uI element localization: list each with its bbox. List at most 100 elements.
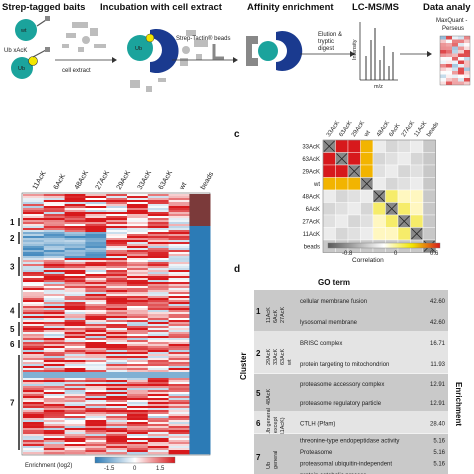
corr-row-label: 33AcK: [302, 144, 320, 150]
maxquant-label: MaxQuant -: [436, 18, 467, 24]
cluster-labels: 1 2 3 4 5 6 7: [10, 218, 20, 450]
go-cluster-id: 1: [256, 307, 261, 316]
heatmap-column-label: beads: [200, 171, 216, 191]
heatmap-column-label: 33AcK: [137, 169, 154, 191]
go-term-name: proteasomal ubiquitin-independent: [300, 461, 392, 467]
cluster-label: 4: [10, 307, 15, 316]
step-title-5: Data analy: [423, 2, 471, 13]
go-term-name: BRISC complex: [300, 341, 342, 347]
digest-label: digest: [318, 46, 334, 52]
ub-label: Ub: [18, 66, 25, 72]
corr-row-label: wt: [313, 182, 320, 188]
heatmap-column-label: 63AcK: [158, 169, 175, 191]
go-term-enrichment: 5.16: [433, 450, 445, 456]
corr-col-label: wt: [363, 130, 372, 139]
ub-ack-icon: [11, 57, 33, 79]
heatmap-column-label: 11AcK: [32, 170, 48, 191]
go-bait-label: 63AcK: [280, 348, 286, 365]
go-bait-label: 11AcK: [266, 307, 272, 323]
cluster-label: 7: [10, 399, 15, 408]
corr-row-label: 27AcK: [302, 219, 320, 225]
cluster-label: 2: [10, 234, 15, 243]
strep-tactin-label: Strep-Tactin® beads: [176, 35, 230, 42]
heatmap-column-label: 27AcK: [95, 169, 112, 191]
go-term-enrichment: 12.91: [430, 382, 446, 388]
step-title-3: Affinity enrichment: [247, 2, 334, 13]
go-enrichment-table: 1 11AcK 6AcK 27AcK cellular membrane fusion 4…: [254, 290, 448, 474]
go-bait-label: 6AcK: [273, 310, 279, 323]
corr-row-label: 29AcK: [302, 169, 320, 175]
corr-tick-min: -0.8: [342, 251, 353, 257]
go-term-header: GO term: [318, 278, 350, 287]
cluster-label: 3: [10, 263, 15, 272]
cluster-label: 1: [10, 218, 15, 227]
ub-wt-icon: [15, 19, 37, 41]
acetyl-lysine-icon: [28, 56, 38, 66]
cell-extract-label: cell extract: [62, 68, 91, 74]
go-term-enrichment: 11.93: [430, 362, 445, 368]
go-term-name: proteasome regulatory particle: [300, 401, 382, 407]
workflow: Strep-tagged baits Incubation with cell …: [2, 2, 471, 92]
go-term-enrichment: 12.91: [430, 401, 446, 407]
go-bait-label: Ub: [266, 462, 272, 469]
heatmap-column-label: 6AcK: [53, 173, 68, 191]
go-bait-label: wt: [287, 359, 293, 366]
go-cluster-id: 5: [256, 389, 261, 398]
legend-tick-max: 1.5: [156, 466, 165, 472]
corr-row-label: beads: [304, 244, 320, 250]
go-row: [254, 374, 448, 412]
heatmap-column-label: 29AcK: [116, 169, 133, 191]
go-term-name: protein targeting to mitochondrion: [300, 362, 389, 368]
corr-row-label: 6AcK: [306, 207, 320, 213]
elution-label: Elution &: [318, 32, 342, 38]
legend-title: Enrichment (log2): [25, 463, 72, 469]
ub-xack-label: Ub xAcK: [4, 48, 27, 54]
go-term-enrichment: 5.16: [433, 461, 445, 467]
cluster-label: 5: [10, 325, 15, 334]
wt-label: wt: [20, 28, 27, 34]
go-row: [254, 434, 448, 474]
strep-tag-icon: [45, 16, 50, 21]
go-term-name: cellular membrane fusion: [300, 299, 367, 305]
mz-label: m/z: [374, 84, 383, 90]
go-row: [254, 332, 448, 374]
go-bait-label: 48AcK: [266, 388, 272, 405]
corr-row-label: 48AcK: [302, 194, 320, 200]
go-bait-label: 33AcK: [273, 348, 279, 365]
go-cluster-id: 6: [256, 419, 261, 428]
bead-icon: [246, 36, 258, 66]
go-term-name: threonine-type endopeptidase activity: [300, 438, 399, 444]
go-bait-label: general: [273, 451, 279, 469]
perseus-label: Perseus: [442, 26, 464, 32]
panel-d-label: d: [234, 264, 240, 275]
go-term-name: CTLH (Pfam): [300, 422, 335, 428]
correlation-matrix: 33AcK33AcK63AcK63AcK29AcK29AcKwtwt48AcK4…: [302, 120, 440, 253]
panel-c-label: c: [234, 129, 240, 140]
go-row: [254, 412, 448, 434]
go-term-enrichment: 16.71: [430, 341, 446, 347]
heatmap-column-labels: 11AcK 6AcK 48AcK 27AcK 29AcK 33AcK 63AcK wt bead…: [32, 169, 216, 192]
analysis-heatmap-icon: [439, 35, 471, 86]
go-term-name: lysosomal membrane: [300, 320, 358, 326]
corr-col-label: 6AcK: [388, 123, 401, 138]
ms-spectrum: Intensity m/z: [352, 22, 398, 90]
enrichment-heatmap: [23, 194, 211, 455]
interactor-icon: [150, 29, 179, 74]
step-title-4: LC-MS/MS: [352, 2, 399, 13]
corr-tick-max: 0.6: [430, 251, 439, 257]
enrichment-axis-label: Enrichment: [454, 382, 463, 426]
heatmap-column-label: wt: [178, 181, 188, 191]
go-term-enrichment: 5.16: [433, 438, 445, 444]
legend-tick-mid: 0: [133, 466, 137, 472]
cell-extract-proteins: [62, 22, 106, 52]
complex-ub-icon: [127, 35, 153, 61]
corr-legend-title: Correlation: [352, 257, 384, 264]
go-row: [254, 290, 448, 332]
go-term-name: Proteasome: [300, 450, 333, 456]
go-bait-label: 29AcK: [266, 348, 272, 365]
go-term-name: protein catabolic process: [300, 473, 366, 474]
go-term-name: proteasome accessory complex: [300, 382, 384, 388]
tryptic-label: tryptic: [318, 39, 334, 45]
corr-row-label: 63AcK: [302, 157, 320, 163]
